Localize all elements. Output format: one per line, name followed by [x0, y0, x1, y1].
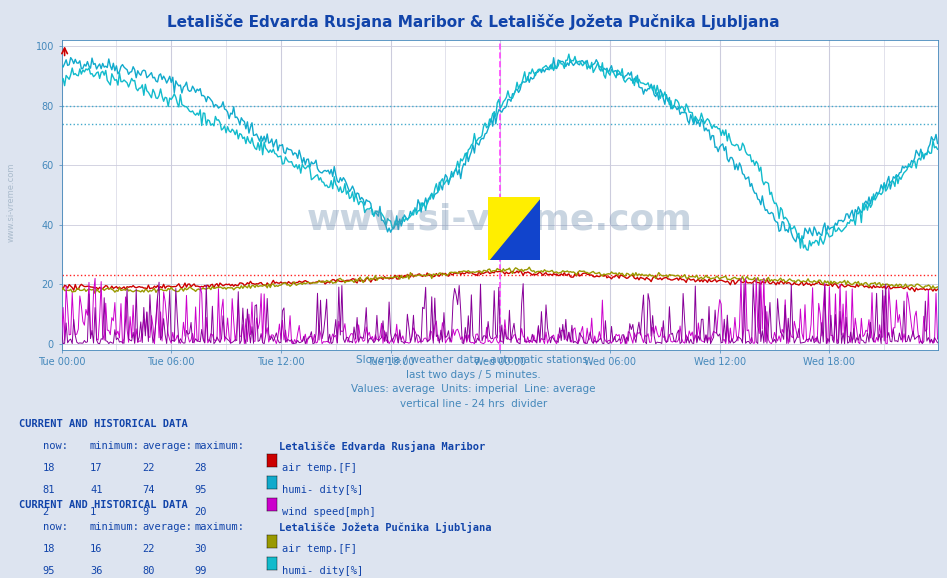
Text: vertical line - 24 hrs  divider: vertical line - 24 hrs divider	[400, 399, 547, 409]
Text: now:: now:	[43, 441, 67, 451]
Text: Slovenia / weather data - automatic stations.: Slovenia / weather data - automatic stat…	[356, 355, 591, 365]
Text: Letališče Jožeta Pučnika Ljubljana: Letališče Jožeta Pučnika Ljubljana	[279, 522, 491, 533]
Text: CURRENT AND HISTORICAL DATA: CURRENT AND HISTORICAL DATA	[19, 419, 188, 429]
Text: 80: 80	[142, 566, 154, 576]
Text: Letališče Edvarda Rusjana Maribor: Letališče Edvarda Rusjana Maribor	[279, 441, 486, 452]
Text: 16: 16	[90, 544, 102, 554]
Text: Letališče Edvarda Rusjana Maribor & Letališče Jožeta Pučnika Ljubljana: Letališče Edvarda Rusjana Maribor & Leta…	[168, 14, 779, 31]
Text: 22: 22	[142, 463, 154, 473]
Text: 9: 9	[142, 507, 149, 517]
Text: now:: now:	[43, 522, 67, 532]
Text: maximum:: maximum:	[194, 522, 244, 532]
Text: 30: 30	[194, 544, 206, 554]
Text: minimum:: minimum:	[90, 522, 140, 532]
Text: last two days / 5 minutes.: last two days / 5 minutes.	[406, 370, 541, 380]
Text: 2: 2	[43, 507, 49, 517]
Text: 36: 36	[90, 566, 102, 576]
Text: minimum:: minimum:	[90, 441, 140, 451]
Text: wind speed[mph]: wind speed[mph]	[282, 507, 376, 517]
Text: CURRENT AND HISTORICAL DATA: CURRENT AND HISTORICAL DATA	[19, 500, 188, 510]
Text: 74: 74	[142, 485, 154, 495]
Text: humi- dity[%]: humi- dity[%]	[282, 566, 364, 576]
Polygon shape	[488, 197, 540, 260]
Text: 95: 95	[43, 566, 55, 576]
Text: 28: 28	[194, 463, 206, 473]
Text: air temp.[F]: air temp.[F]	[282, 544, 357, 554]
Text: average:: average:	[142, 522, 192, 532]
Text: 99: 99	[194, 566, 206, 576]
Text: 18: 18	[43, 463, 55, 473]
Text: 41: 41	[90, 485, 102, 495]
Text: www.si-vreme.com: www.si-vreme.com	[307, 203, 692, 237]
Text: air temp.[F]: air temp.[F]	[282, 463, 357, 473]
Text: humi- dity[%]: humi- dity[%]	[282, 485, 364, 495]
Text: 1: 1	[90, 507, 97, 517]
Text: 20: 20	[194, 507, 206, 517]
Text: www.si-vreme.com: www.si-vreme.com	[7, 162, 16, 242]
Text: Values: average  Units: imperial  Line: average: Values: average Units: imperial Line: av…	[351, 384, 596, 394]
Text: maximum:: maximum:	[194, 441, 244, 451]
Text: 17: 17	[90, 463, 102, 473]
Text: 18: 18	[43, 544, 55, 554]
Text: 95: 95	[194, 485, 206, 495]
Text: 81: 81	[43, 485, 55, 495]
Text: average:: average:	[142, 441, 192, 451]
Polygon shape	[488, 197, 540, 260]
Text: 22: 22	[142, 544, 154, 554]
